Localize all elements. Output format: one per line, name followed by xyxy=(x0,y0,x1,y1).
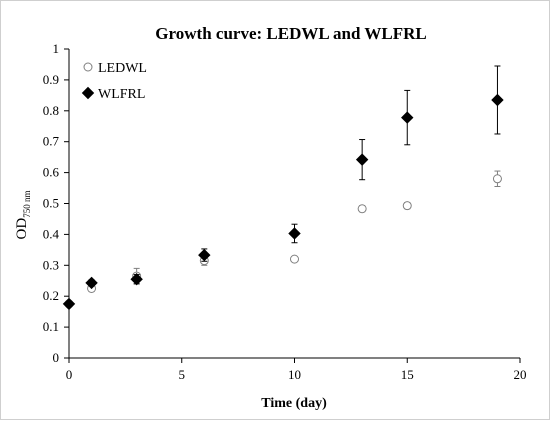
legend-item-ledwl: LEDWL xyxy=(83,61,147,76)
y-tick-label: 0.5 xyxy=(43,196,59,211)
y-axis-label-sub: 750 nm xyxy=(22,191,32,218)
wlfrl-point xyxy=(85,276,98,290)
legend-marker-ledwl xyxy=(83,62,93,72)
y-tick-label: 0.6 xyxy=(43,165,60,180)
series-layer xyxy=(62,65,504,311)
ticks: 00.10.20.30.40.50.60.70.80.910 5 10 15 20 xyxy=(43,41,527,382)
series-ledwl xyxy=(64,170,502,309)
y-tick-label: 1 xyxy=(53,41,60,56)
ledwl-point xyxy=(290,254,299,264)
y-axis-label: OD750 nm xyxy=(14,191,32,240)
wlfrl-point xyxy=(198,248,211,262)
legend-label-wlfrl: WLFRL xyxy=(98,87,145,102)
x-tick-label: 20 xyxy=(514,367,527,382)
legend-marker-wlfrl xyxy=(81,86,95,100)
y-axis-label-main: OD xyxy=(14,218,30,240)
series-wlfrl xyxy=(62,65,504,311)
ledwl-point xyxy=(492,174,502,184)
chart-title: Growth curve: LEDWL and WLFRL xyxy=(155,24,426,43)
legend-item-wlfrl: WLFRL xyxy=(81,86,145,102)
wlfrl-point xyxy=(288,227,301,240)
wlfrl-point xyxy=(355,153,369,166)
y-tick-label: 0 xyxy=(53,350,60,365)
y-tick-label: 0.3 xyxy=(43,257,59,272)
y-tick-label: 0.1 xyxy=(43,319,59,334)
y-tick-label: 0.2 xyxy=(43,288,59,303)
wlfrl-point xyxy=(401,111,414,124)
y-tick-label: 0.8 xyxy=(43,103,59,118)
x-tick-label: 10 xyxy=(288,367,301,382)
y-tick-label: 0.7 xyxy=(43,134,60,149)
x-tick-label: 5 xyxy=(179,367,186,382)
legend-label-ledwl: LEDWL xyxy=(98,61,147,76)
x-tick-label: 15 xyxy=(401,367,414,382)
wlfrl-point xyxy=(130,272,143,286)
wlfrl-point xyxy=(491,93,504,107)
y-tick-label: 0.4 xyxy=(43,226,60,241)
x-tick-label: 0 xyxy=(66,367,73,382)
ledwl-point xyxy=(402,201,412,211)
ledwl-point xyxy=(357,204,367,214)
x-axis-label: Time (day) xyxy=(261,396,327,411)
legend: LEDWL WLFRL xyxy=(81,61,147,102)
y-tick-label: 0.9 xyxy=(43,72,59,87)
wlfrl-point xyxy=(62,297,76,311)
